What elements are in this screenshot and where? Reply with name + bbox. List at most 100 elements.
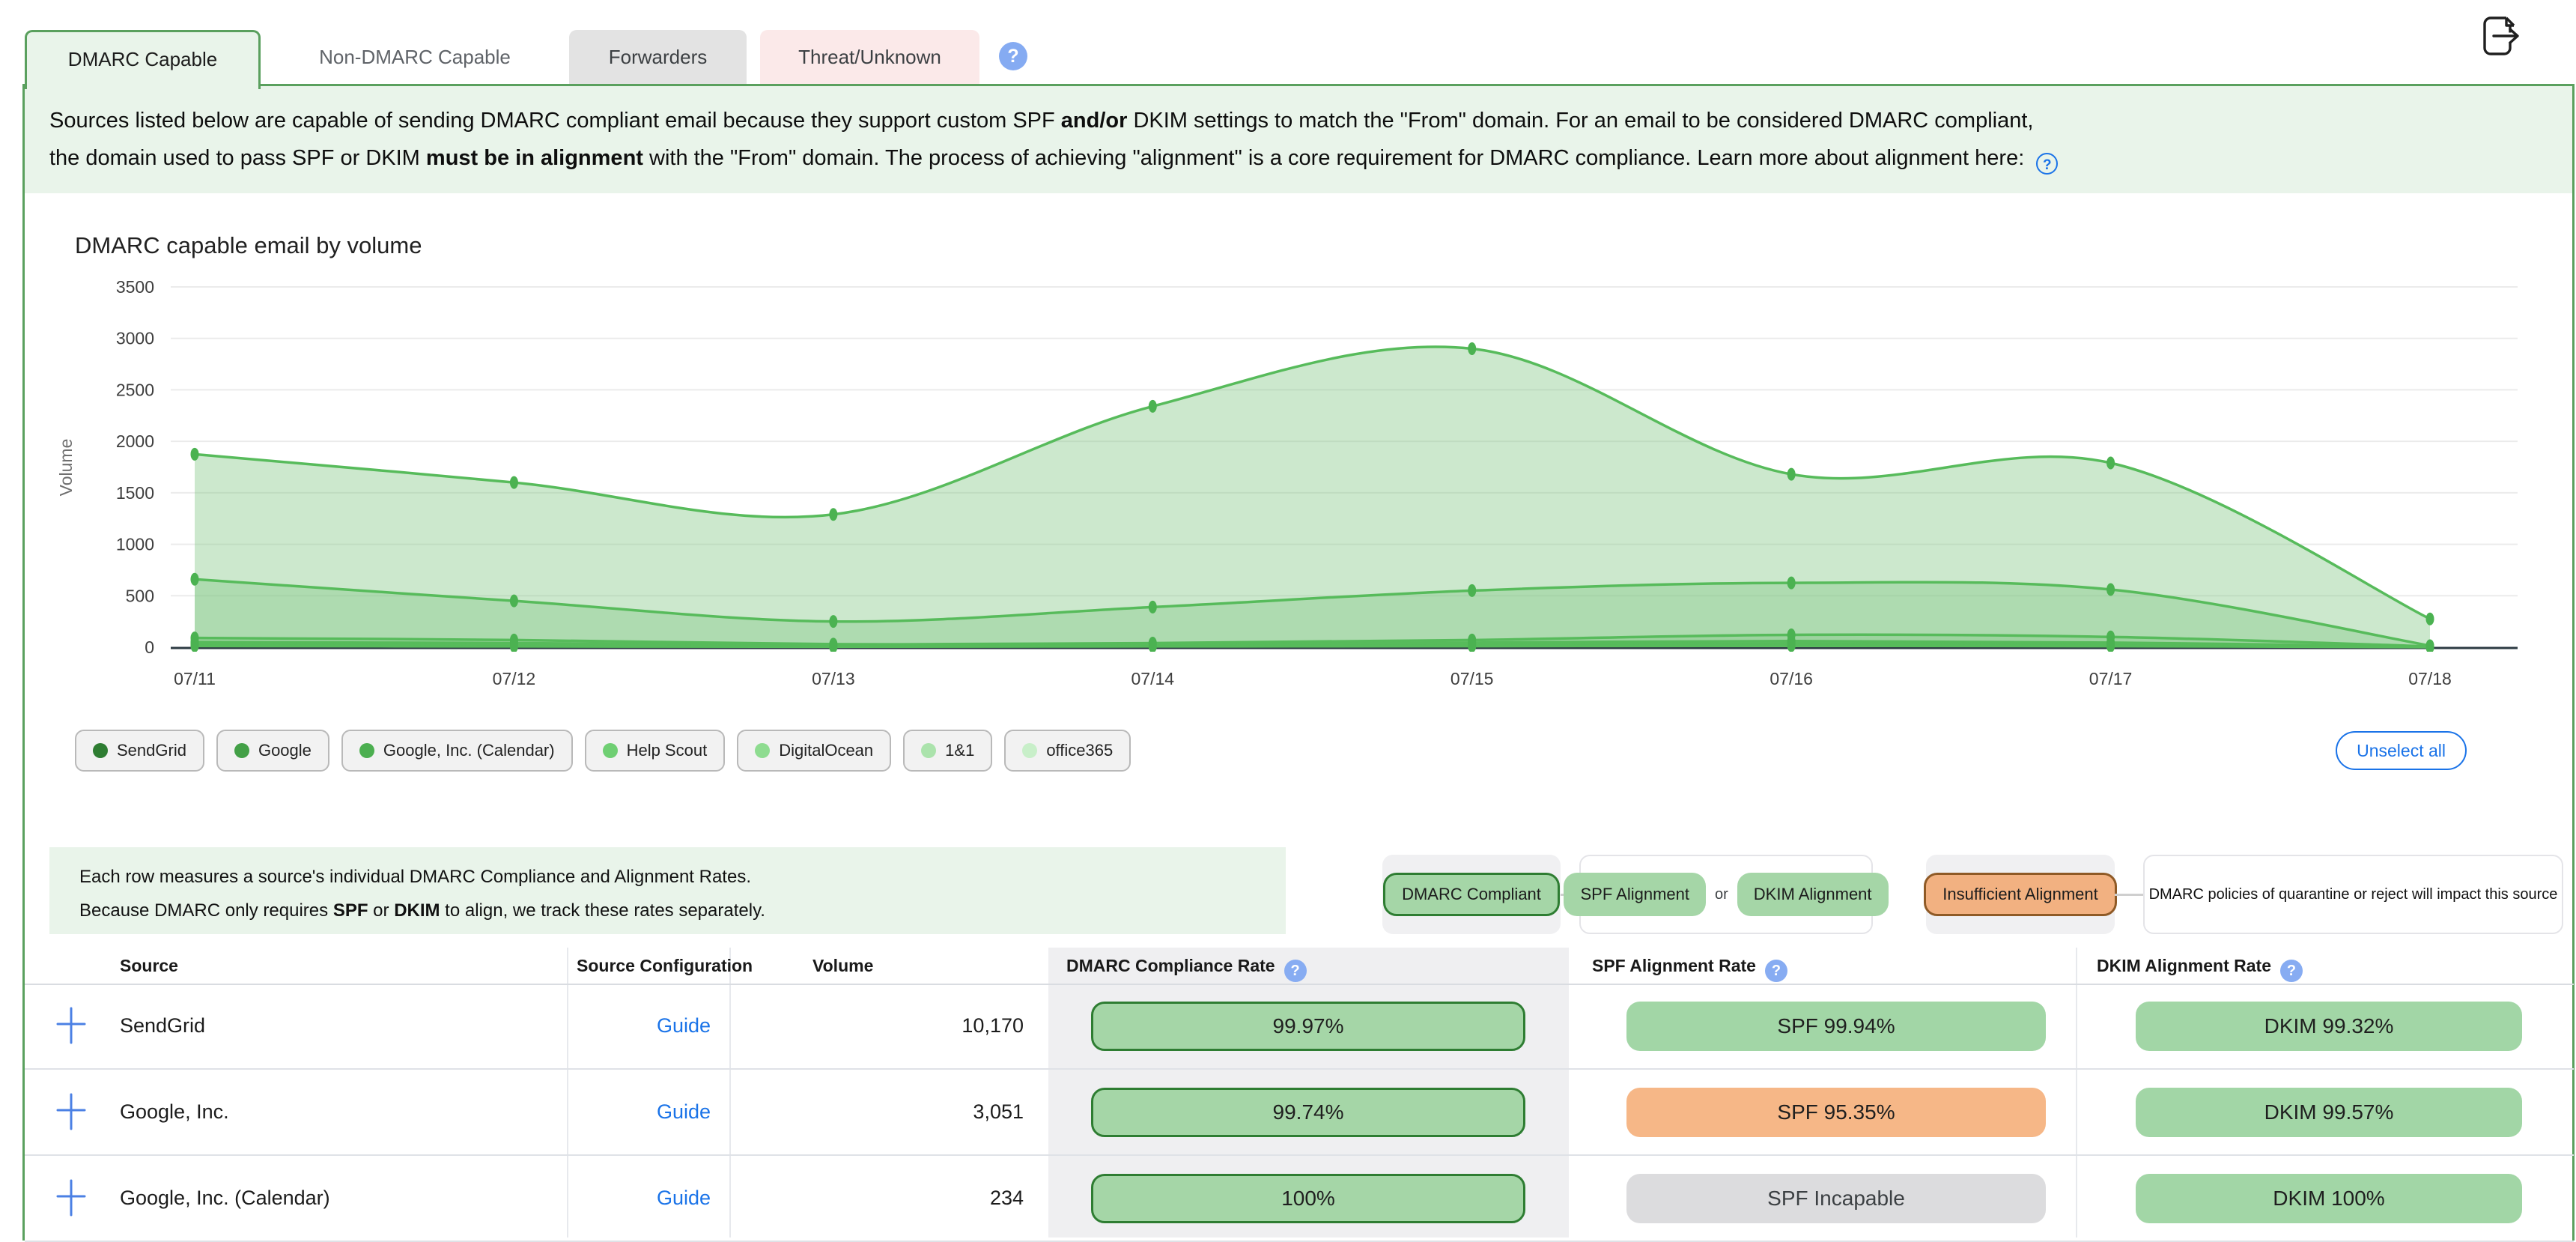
text-segment: the domain used to pass SPF or DKIM [49, 146, 426, 170]
expand-row-icon[interactable] [55, 1178, 88, 1217]
legend-chip[interactable]: DigitalOcean [737, 730, 892, 772]
series-color-dot [234, 743, 249, 758]
volume-value: 3,051 [973, 1100, 1024, 1123]
legend-chip-label: office365 [1046, 741, 1114, 760]
dmarc-compliant-badge: DMARC Compliant [1383, 873, 1560, 916]
legend-chip[interactable]: SendGrid [75, 730, 204, 772]
dkim-alignment-badge: DKIM 100% [2136, 1174, 2522, 1223]
col-dkim-alignment-rate: DKIM Alignment Rate? [2097, 948, 2303, 984]
volume-value: 10,170 [962, 1014, 1024, 1037]
expand-row-icon[interactable] [55, 1092, 88, 1131]
text-segment: with the "From" domain. The process of a… [643, 146, 2031, 170]
rate-legend: DMARC Compliant SPF Alignment or DKIM Al… [1382, 855, 2563, 934]
text-segment: Because DMARC only requires [79, 900, 333, 921]
guide-link[interactable]: Guide [656, 1187, 711, 1209]
spf-alignment-badge: SPF 95.35% [1626, 1088, 2046, 1137]
legend-chip[interactable]: office365 [1004, 730, 1131, 772]
text-segment: SPF [332, 900, 368, 921]
legend-card-insufficient: Insufficient Alignment [1924, 855, 2117, 934]
series-color-dot [359, 743, 374, 758]
guide-link[interactable]: Guide [656, 1014, 711, 1037]
series-color-dot [93, 743, 108, 758]
legend-chip-label: SendGrid [117, 741, 186, 760]
source-name: Google, Inc. [120, 1100, 229, 1123]
source-name: Google, Inc. (Calendar) [120, 1187, 330, 1209]
legend-chip[interactable]: Help Scout [584, 730, 726, 772]
legend-card-alignment: SPF Alignment or DKIM Alignment [1564, 855, 1889, 934]
column-separator [729, 948, 731, 1238]
chart-title: DMARC capable email by volume [75, 232, 422, 258]
series-color-dot [755, 743, 771, 758]
table-row: Google, Inc. Guide 3,051 99.74% SPF 95.35% DK… [25, 1070, 2574, 1156]
source-name: SendGrid [120, 1014, 206, 1037]
col-source-configuration: Source Configuration [577, 956, 753, 975]
note-line-2: Because DMARC only requires SPF or DKIM … [79, 894, 1286, 927]
spf-alignment-badge: SPF 99.94% [1626, 1002, 2046, 1051]
col-volume: Volume [812, 956, 874, 975]
help-icon[interactable]: ? [2280, 960, 2303, 982]
dmarc-compliance-badge: 99.97% [1091, 1002, 1525, 1051]
dmarc-compliance-badge: 99.74% [1091, 1088, 1525, 1137]
dkim-alignment-badge: DKIM 99.32% [2136, 1002, 2522, 1051]
dkim-alignment-badge: DKIM Alignment [1737, 873, 1889, 916]
text-segment: to align, we track these rates separatel… [440, 900, 765, 921]
text-segment: DKIM [394, 900, 440, 921]
chart-legend: SendGrid Google Google, Inc. (Calendar) Hel… [75, 730, 1131, 772]
series-color-dot [921, 743, 937, 758]
legend-card-impact: DMARC policies of quarantine or reject w… [2143, 855, 2563, 934]
dmarc-compliance-badge: 100% [1091, 1174, 1525, 1223]
column-separator [567, 948, 568, 1238]
col-source: Source [120, 956, 178, 975]
spf-alignment-badge: SPF Alignment [1564, 873, 1706, 916]
text-segment: Sources listed below are capable of send… [49, 109, 1061, 133]
legend-chip-label: Help Scout [626, 741, 708, 760]
or-label: or [1715, 885, 1728, 903]
text-segment: must be in alignment [425, 146, 643, 170]
source-configuration-guide-link: Guide [571, 984, 796, 1068]
legend-chip-label: Google, Inc. (Calendar) [383, 741, 555, 760]
insufficient-alignment-badge: Insufficient Alignment [1924, 873, 2117, 916]
text-segment: and/or [1060, 109, 1128, 133]
table-row: SendGrid Guide 10,170 99.97% SPF 99.94% DKIM … [25, 984, 2574, 1070]
text-segment: DKIM settings to match the "From" domain… [1127, 109, 2034, 133]
legend-chip[interactable]: 1&1 [903, 730, 993, 772]
volume-value: 234 [989, 1187, 1024, 1209]
text-segment: Each row measures a source's individual … [79, 867, 751, 887]
dkim-alignment-badge: DKIM 99.57% [2136, 1088, 2522, 1137]
tab-forwarders[interactable]: Forwarders [569, 30, 747, 84]
legend-chip-label: 1&1 [945, 741, 975, 760]
series-color-dot [602, 743, 618, 758]
legend-chip[interactable]: Google, Inc. (Calendar) [341, 730, 573, 772]
banner-line-1: Sources listed below are capable of send… [49, 102, 2572, 139]
learn-more-help-icon[interactable]: ? [2036, 153, 2059, 175]
tab-threat-unknown[interactable]: Threat/Unknown [760, 30, 979, 84]
tab-non-dmarc-capable[interactable]: Non-DMARC Capable [261, 30, 569, 84]
legend-connector [2115, 893, 2143, 896]
export-icon[interactable] [2479, 13, 2522, 58]
help-icon[interactable]: ? [1764, 960, 1787, 982]
text-segment: or [368, 900, 395, 921]
info-banner: Sources listed below are capable of send… [25, 86, 2572, 193]
unselect-all-button[interactable]: Unselect all [2336, 731, 2467, 770]
table-header: Source Source Configuration Volume DMARC… [25, 948, 2574, 985]
legend-chip[interactable]: Google [216, 730, 329, 772]
column-separator [2076, 948, 2077, 1238]
impact-text: DMARC policies of quarantine or reject w… [2148, 885, 2558, 903]
table-row: Google, Inc. (Calendar) Guide 234 100% SPF I… [25, 1156, 2574, 1242]
table-note: Each row measures a source's individual … [49, 847, 1286, 934]
tab-dmarc-capable[interactable]: DMARC Capable [25, 30, 261, 89]
source-configuration-guide-link: Guide [571, 1070, 796, 1154]
banner-line-2: the domain used to pass SPF or DKIM must… [49, 139, 2572, 177]
col-dmarc-compliance-rate: DMARC Compliance Rate? [1066, 948, 1307, 984]
spf-alignment-badge: SPF Incapable [1626, 1174, 2046, 1223]
source-configuration-guide-link: Guide [571, 1156, 796, 1241]
expand-row-icon[interactable] [55, 1006, 88, 1045]
legend-chip-label: DigitalOcean [779, 741, 874, 760]
note-line-1: Each row measures a source's individual … [79, 860, 1286, 894]
guide-link[interactable]: Guide [656, 1100, 711, 1123]
series-color-dot [1022, 743, 1038, 758]
legend-card-compliant: DMARC Compliant [1382, 855, 1561, 934]
help-icon[interactable]: ? [1284, 960, 1307, 982]
tab-bar: DMARC Capable Non-DMARC Capable Forwarde… [25, 30, 1027, 89]
tabs-help-icon[interactable]: ? [999, 42, 1027, 70]
